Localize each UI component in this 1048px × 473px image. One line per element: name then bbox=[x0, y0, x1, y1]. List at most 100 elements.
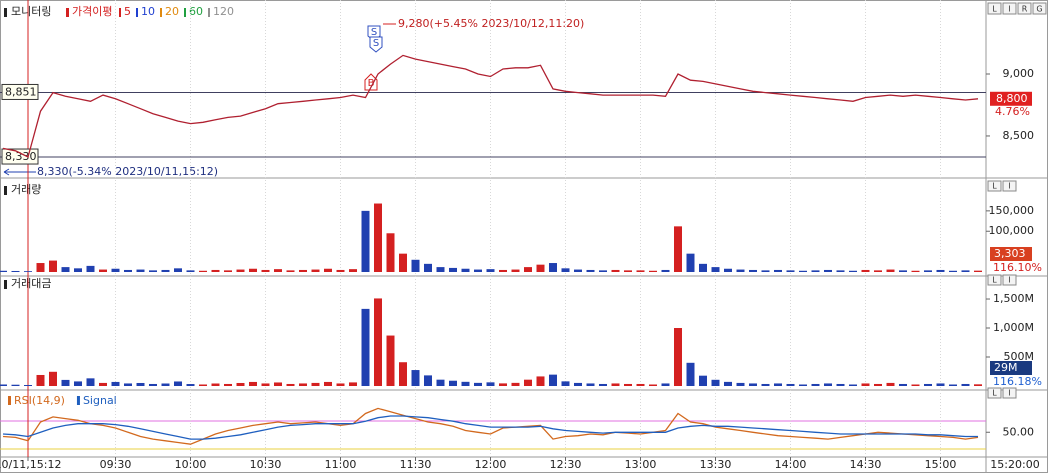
toolbar-button-box[interactable] bbox=[987, 2, 1002, 15]
panel-button-box[interactable] bbox=[987, 274, 1002, 286]
bar bbox=[724, 381, 732, 386]
value-ratio: 116.18% bbox=[993, 375, 1042, 388]
bar bbox=[211, 269, 220, 272]
x-axis-end-label: 15:20:00 bbox=[990, 458, 1039, 471]
bar bbox=[736, 269, 745, 272]
bar bbox=[686, 362, 695, 386]
bar bbox=[899, 270, 907, 272]
bar bbox=[149, 383, 157, 386]
legend-swatch bbox=[8, 396, 11, 405]
x-tick-label: 10:00 bbox=[175, 458, 207, 471]
bar bbox=[661, 383, 670, 386]
panel-button-box[interactable] bbox=[1002, 274, 1017, 286]
panel-button[interactable]: I bbox=[1008, 182, 1010, 191]
panel-button-box[interactable] bbox=[1002, 180, 1017, 192]
panel-button-box[interactable] bbox=[987, 180, 1002, 192]
value-tag bbox=[990, 361, 1032, 375]
bar bbox=[36, 374, 45, 386]
bar bbox=[861, 269, 870, 272]
bar bbox=[786, 383, 795, 386]
bar bbox=[186, 270, 195, 272]
bar bbox=[249, 268, 257, 272]
bar bbox=[286, 383, 295, 386]
x-tick-label: 14:30 bbox=[850, 458, 882, 471]
sell-marker: S bbox=[371, 27, 377, 38]
bar bbox=[274, 269, 282, 272]
bar bbox=[261, 269, 270, 272]
toolbar-button[interactable]: R bbox=[1022, 5, 1028, 14]
toolbar-button[interactable]: I bbox=[1008, 5, 1010, 14]
bar bbox=[624, 383, 632, 386]
ma-marker bbox=[136, 8, 138, 17]
bar bbox=[624, 270, 632, 272]
bar bbox=[786, 270, 795, 272]
bar bbox=[699, 375, 707, 386]
bar bbox=[486, 269, 495, 272]
bar bbox=[161, 383, 170, 386]
bar bbox=[411, 370, 420, 386]
panel-button[interactable]: I bbox=[1008, 276, 1010, 285]
y-tick-label: 1,500M bbox=[993, 292, 1034, 305]
bar bbox=[761, 270, 770, 272]
bar bbox=[336, 269, 345, 272]
bar bbox=[49, 260, 57, 272]
bar bbox=[24, 385, 32, 386]
bar bbox=[49, 371, 57, 386]
bar bbox=[536, 264, 545, 272]
panel-button-box[interactable] bbox=[987, 387, 1002, 399]
bar bbox=[0, 270, 7, 272]
bar bbox=[936, 269, 945, 272]
bar bbox=[86, 265, 95, 272]
bar bbox=[611, 383, 620, 386]
panel-button[interactable]: I bbox=[1008, 389, 1010, 398]
bar bbox=[586, 269, 595, 272]
bar bbox=[749, 383, 757, 386]
bar bbox=[749, 269, 757, 272]
bar bbox=[361, 308, 370, 386]
toolbar-button-box[interactable] bbox=[1017, 2, 1032, 15]
bar bbox=[236, 382, 245, 386]
bar bbox=[311, 269, 320, 272]
bar bbox=[736, 382, 745, 386]
series-line bbox=[2, 415, 978, 440]
ma-marker bbox=[184, 8, 186, 17]
panel-button[interactable]: L bbox=[992, 182, 997, 191]
y-tick-label: 1,000M bbox=[993, 321, 1034, 334]
last-price-label: 8,800 bbox=[996, 92, 1028, 105]
toolbar-button[interactable]: L bbox=[992, 5, 997, 14]
bar bbox=[61, 267, 70, 272]
bar bbox=[374, 298, 382, 386]
y-tick-label: 50.00 bbox=[1003, 425, 1035, 438]
bar bbox=[111, 381, 120, 386]
bar bbox=[661, 269, 670, 272]
toolbar-button[interactable]: G bbox=[1036, 5, 1042, 14]
bar bbox=[349, 269, 357, 272]
bar bbox=[199, 270, 207, 272]
bar bbox=[636, 383, 645, 386]
legend-swatch bbox=[76, 396, 80, 405]
panel-button[interactable]: L bbox=[992, 389, 997, 398]
bar bbox=[74, 381, 82, 386]
bar bbox=[86, 378, 95, 386]
panel-button-box[interactable] bbox=[1002, 387, 1017, 399]
ma-marker bbox=[119, 8, 121, 17]
bar bbox=[174, 268, 182, 272]
x-tick-label: 10/11,15:12 bbox=[0, 458, 61, 471]
panel-title: 거래대금 bbox=[11, 277, 51, 290]
toolbar-button-box[interactable] bbox=[1002, 2, 1017, 15]
reference-tag bbox=[1, 83, 39, 100]
bar bbox=[899, 383, 907, 386]
panel-button[interactable]: L bbox=[992, 276, 997, 285]
toolbar-button-box[interactable] bbox=[1032, 2, 1047, 15]
bar bbox=[911, 270, 920, 272]
bar bbox=[36, 263, 45, 272]
bar bbox=[799, 384, 807, 386]
bar bbox=[236, 269, 245, 272]
x-tick-label: 12:00 bbox=[475, 458, 507, 471]
bar bbox=[924, 270, 932, 272]
bar bbox=[774, 383, 782, 386]
bar bbox=[486, 382, 495, 386]
bar bbox=[861, 383, 870, 386]
ma-marker bbox=[208, 8, 210, 17]
